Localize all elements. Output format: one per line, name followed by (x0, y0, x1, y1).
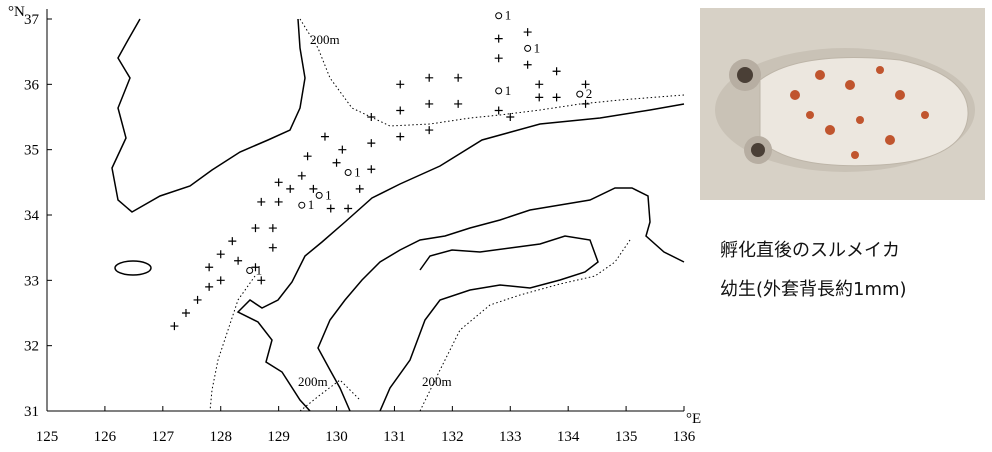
catch-station (299, 202, 305, 208)
station (344, 204, 352, 212)
y-axis-label: °N (8, 4, 25, 20)
page: {"chart_data": {"type": "map", "xlabel":… (0, 0, 992, 452)
depth-label: 200m (298, 374, 328, 389)
catch-station (496, 88, 502, 94)
station (327, 204, 335, 212)
coastline-korea (112, 19, 305, 212)
catch-station (345, 170, 351, 176)
x-tick-label: 135 (615, 429, 638, 445)
x-tick-label: 136 (673, 429, 696, 445)
x-tick-label: 127 (152, 429, 175, 445)
station (205, 283, 213, 291)
station (506, 113, 514, 121)
y-tick-label: 36 (24, 77, 40, 93)
station (425, 100, 433, 108)
catch-station (247, 268, 253, 274)
station (553, 67, 561, 75)
station (396, 106, 404, 114)
station (257, 198, 265, 206)
station (495, 54, 503, 62)
depth-label: 200m (310, 32, 340, 47)
station (269, 224, 277, 232)
station (182, 309, 190, 317)
x-axis-label: °E (686, 411, 701, 427)
coastline-jeju (115, 261, 151, 275)
station (228, 237, 236, 245)
catch-count: 2 (586, 86, 593, 101)
station (495, 106, 503, 114)
station (269, 244, 277, 252)
station (275, 178, 283, 186)
catch-station (525, 45, 531, 51)
station (170, 322, 178, 330)
station (535, 80, 543, 88)
y-tick-label: 35 (24, 143, 39, 159)
coastline-shikoku (380, 236, 598, 411)
x-tick-label: 126 (94, 429, 117, 445)
station (333, 159, 341, 167)
x-tick-label: 128 (209, 429, 232, 445)
station (425, 126, 433, 134)
station (217, 250, 225, 258)
catch-count: 1 (256, 263, 263, 278)
catch-station (316, 192, 322, 198)
caption-line: 孵化直後のスルメイカ (720, 236, 900, 262)
station (367, 139, 375, 147)
x-tick-label: 131 (383, 429, 406, 445)
catch-station (496, 13, 502, 19)
catch-count: 1 (354, 165, 361, 180)
x-tick-label: 132 (441, 429, 464, 445)
x-tick-label: 130 (325, 429, 348, 445)
x-tick-label: 129 (267, 429, 290, 445)
station (524, 61, 532, 69)
station (298, 172, 306, 180)
station (234, 257, 242, 265)
station (286, 185, 294, 193)
caption-line: 幼生(外套背長約1mm) (720, 275, 907, 301)
station (454, 100, 462, 108)
station (205, 263, 213, 271)
y-tick-label: 32 (24, 339, 39, 355)
station (304, 152, 312, 160)
y-tick-label: 37 (24, 12, 40, 28)
station (367, 113, 375, 121)
catch-count: 1 (325, 187, 332, 202)
station (275, 198, 283, 206)
catch-count: 1 (308, 197, 315, 212)
coastline-honshu-kyushu (238, 104, 684, 411)
station (454, 74, 462, 82)
station (367, 165, 375, 173)
station (425, 74, 433, 82)
station (321, 133, 329, 141)
station (535, 93, 543, 101)
depth-contour (300, 19, 684, 126)
station (524, 28, 532, 36)
catch-station (577, 91, 583, 97)
depth-label: 200m (422, 374, 452, 389)
y-tick-label: 31 (24, 404, 39, 420)
y-tick-label: 33 (24, 273, 39, 289)
station (396, 80, 404, 88)
y-tick-label: 34 (24, 208, 40, 224)
station (251, 224, 259, 232)
station (194, 296, 202, 304)
catch-count: 1 (505, 83, 512, 98)
catch-count: 1 (534, 40, 541, 55)
station (338, 146, 346, 154)
depth-contour (210, 276, 255, 411)
x-tick-label: 125 (36, 429, 59, 445)
map: 1251261271281291301311321331341351363132… (0, 0, 992, 452)
catch-count: 1 (505, 8, 512, 23)
station (495, 35, 503, 43)
squid-photo (700, 8, 985, 200)
station (396, 133, 404, 141)
x-tick-label: 134 (557, 429, 580, 445)
station (553, 93, 561, 101)
x-tick-label: 133 (499, 429, 522, 445)
station (356, 185, 364, 193)
station (217, 276, 225, 284)
station (309, 185, 317, 193)
